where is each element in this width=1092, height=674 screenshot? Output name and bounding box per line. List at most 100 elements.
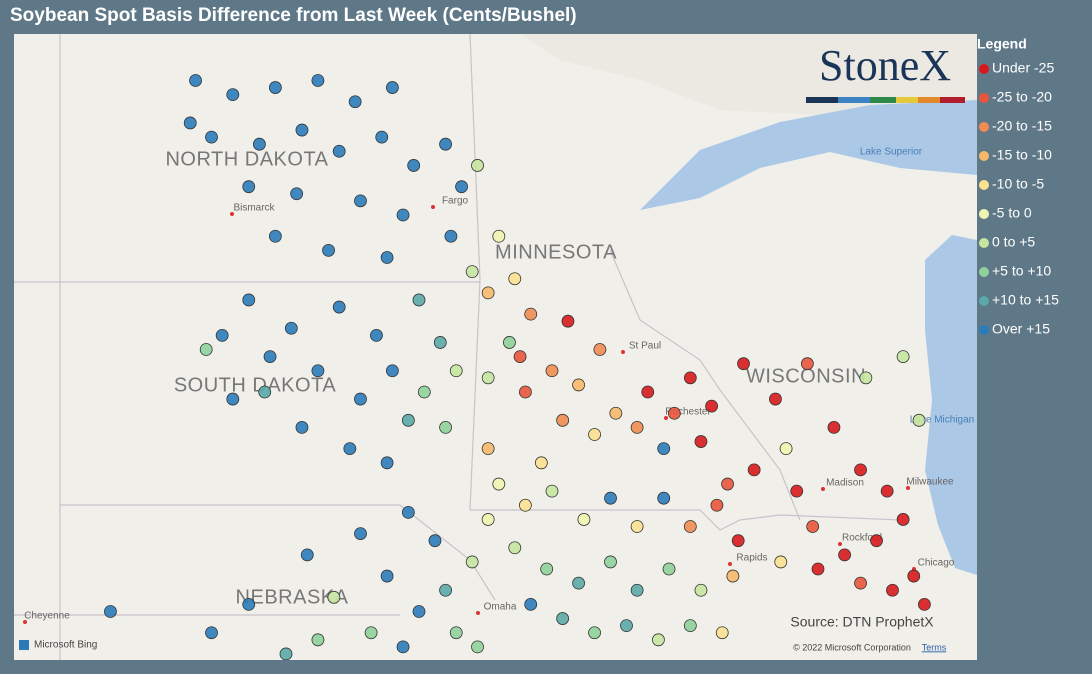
station-dot bbox=[572, 576, 585, 590]
station-dot bbox=[401, 413, 415, 427]
station-dot bbox=[683, 619, 697, 633]
station-dot bbox=[205, 130, 218, 144]
station-dot bbox=[439, 583, 453, 597]
station-dot bbox=[183, 116, 197, 130]
station-dot bbox=[710, 498, 724, 512]
station-dot bbox=[449, 364, 463, 378]
copyright: © 2022 Microsoft Corporation bbox=[793, 642, 911, 652]
station-dot bbox=[242, 598, 256, 611]
station-dot bbox=[667, 406, 681, 420]
station-dot bbox=[199, 343, 213, 356]
station-dot bbox=[364, 626, 378, 640]
station-dot bbox=[503, 336, 516, 349]
station-dot bbox=[572, 378, 585, 392]
station-dot bbox=[561, 314, 575, 328]
legend-label: -20 to -15 bbox=[992, 118, 1052, 134]
station-dot bbox=[465, 555, 479, 569]
station-dot bbox=[258, 385, 272, 399]
station-dot bbox=[263, 350, 277, 364]
station-dot bbox=[300, 548, 314, 562]
station-dot bbox=[385, 81, 399, 94]
station-dot bbox=[726, 569, 740, 583]
station-dot bbox=[455, 180, 468, 194]
station-dot bbox=[838, 548, 851, 562]
station-dot bbox=[662, 562, 676, 576]
station-dot bbox=[524, 598, 538, 611]
city-label: Rapids bbox=[736, 553, 767, 564]
city-label: Cheyenne bbox=[24, 611, 70, 622]
station-dot bbox=[918, 598, 931, 611]
city-label: St Paul bbox=[629, 341, 661, 352]
station-dot bbox=[311, 74, 325, 87]
logo-text: StoneX bbox=[819, 41, 951, 90]
station-dot bbox=[556, 413, 570, 427]
station-dot bbox=[407, 159, 421, 172]
station-dot bbox=[870, 534, 883, 548]
legend-label: -25 to -20 bbox=[992, 89, 1052, 105]
station-dot bbox=[859, 371, 873, 385]
station-dot bbox=[439, 137, 453, 151]
station-dot bbox=[481, 286, 495, 300]
borders bbox=[14, 34, 901, 660]
legend-label: -5 to 0 bbox=[992, 205, 1032, 221]
station-dot bbox=[721, 477, 734, 491]
station-dot bbox=[620, 619, 633, 633]
station-dot bbox=[545, 364, 559, 378]
station-dot bbox=[604, 491, 617, 505]
legend-swatch bbox=[979, 93, 989, 103]
bing-icon bbox=[19, 640, 29, 650]
station-dot bbox=[295, 123, 309, 137]
station-dot bbox=[769, 392, 782, 406]
city-label: Chicago bbox=[918, 558, 955, 569]
station-dot bbox=[375, 130, 389, 144]
city-dot bbox=[821, 487, 825, 491]
city-dot bbox=[906, 486, 910, 490]
city-label: Fargo bbox=[442, 196, 469, 207]
lake-label: Lake Michigan bbox=[910, 415, 974, 426]
station-dot bbox=[779, 442, 793, 456]
station-dot bbox=[481, 442, 495, 456]
legend-label: 0 to +5 bbox=[992, 234, 1035, 250]
station-dot bbox=[348, 95, 362, 109]
station-dot bbox=[343, 442, 357, 456]
station-dot bbox=[439, 420, 453, 434]
station-dot bbox=[215, 328, 229, 342]
station-dot bbox=[641, 385, 655, 399]
title: Soybean Spot Basis Difference from Last … bbox=[10, 5, 577, 26]
map: NORTH DAKOTA SOUTH DAKOTA MINNESOTA WISCONS… bbox=[14, 34, 977, 660]
canada bbox=[14, 34, 977, 115]
city-label: Bismarck bbox=[233, 203, 275, 214]
station-dot bbox=[332, 300, 346, 314]
station-dot bbox=[540, 562, 554, 576]
station-dot bbox=[604, 555, 617, 569]
station-dot bbox=[433, 336, 447, 349]
legend-title: Legend bbox=[977, 36, 1027, 52]
lake-michigan bbox=[925, 235, 977, 575]
station-dot bbox=[380, 251, 394, 264]
station-dot bbox=[747, 463, 761, 477]
station-dot bbox=[380, 569, 394, 583]
station-dot bbox=[226, 392, 240, 406]
station-dot bbox=[465, 265, 479, 279]
station-dot bbox=[284, 321, 298, 335]
legend-swatch bbox=[979, 238, 989, 248]
state-label: SOUTH DAKOTA bbox=[174, 374, 336, 396]
station-dot bbox=[471, 159, 484, 172]
station-dot bbox=[854, 463, 867, 477]
city-label: Rochester bbox=[665, 407, 711, 418]
station-dot bbox=[242, 180, 256, 194]
station-dot bbox=[481, 371, 495, 385]
city-label: Rockford bbox=[842, 533, 882, 544]
station-dot bbox=[332, 144, 346, 158]
station-dot bbox=[428, 534, 442, 548]
station-dot bbox=[279, 647, 293, 660]
station-dot bbox=[226, 88, 240, 102]
station-dot bbox=[577, 513, 591, 526]
city-dot bbox=[728, 562, 732, 566]
lake-label: Lake Superior bbox=[860, 147, 923, 158]
station-dot bbox=[354, 392, 367, 406]
state-label: MINNESOTA bbox=[495, 241, 617, 263]
station-dot bbox=[556, 612, 570, 625]
terms[interactable]: Terms bbox=[922, 642, 947, 652]
